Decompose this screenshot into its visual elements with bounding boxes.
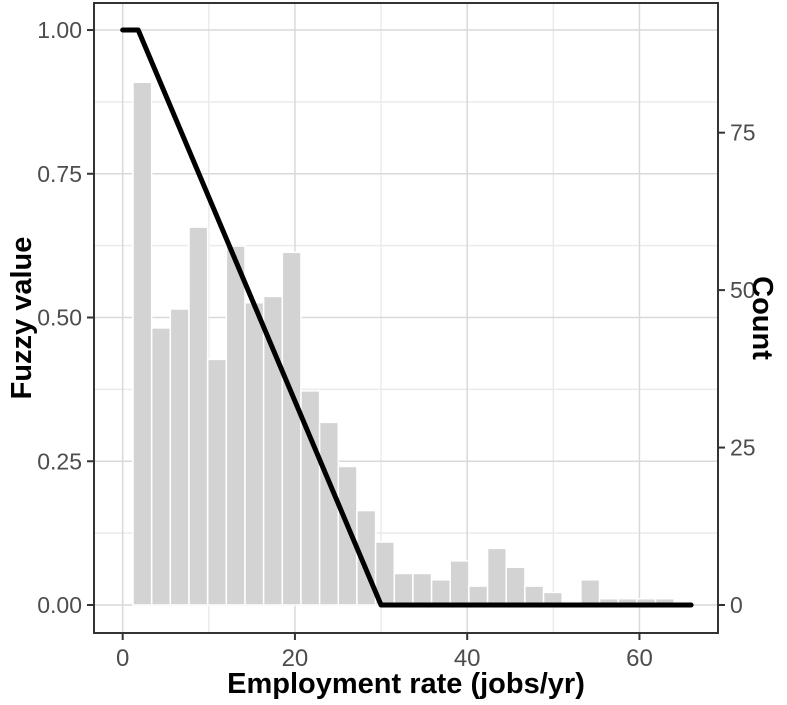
histogram-bar bbox=[150, 327, 172, 606]
histogram-bar bbox=[486, 547, 507, 606]
fuzzy-membership-line bbox=[120, 27, 694, 608]
histogram-bar bbox=[468, 585, 489, 606]
histogram-bar bbox=[318, 421, 340, 606]
x-tick-label: 40 bbox=[454, 645, 481, 672]
y-right-tick-label: 50 bbox=[730, 277, 756, 303]
y-left-tick-label: 0.50 bbox=[37, 305, 82, 331]
histogram-bar bbox=[505, 566, 526, 606]
histogram-bar bbox=[524, 585, 545, 606]
histogram-bar bbox=[393, 572, 414, 606]
histogram-bar bbox=[430, 579, 452, 606]
x-tick-label: 60 bbox=[626, 645, 653, 672]
histogram-bar bbox=[281, 251, 302, 606]
histogram-bar bbox=[244, 301, 265, 606]
histogram-bar bbox=[169, 308, 190, 606]
x-axis-title: Employment rate (jobs/yr) bbox=[227, 668, 585, 700]
histogram-bar bbox=[132, 81, 153, 606]
y-axis-title-right: Count bbox=[746, 276, 778, 360]
x-tick-label: 20 bbox=[282, 645, 309, 672]
histogram-bar bbox=[188, 226, 209, 606]
histogram-bar bbox=[206, 358, 228, 606]
histogram-bar bbox=[412, 572, 433, 606]
y-right-tick-label: 0 bbox=[730, 592, 743, 618]
y-left-tick-label: 0.00 bbox=[37, 592, 82, 618]
y-right-tick-label: 75 bbox=[730, 120, 756, 146]
y-left-tick-label: 1.00 bbox=[37, 17, 82, 43]
y-left-tick-label: 0.25 bbox=[37, 448, 82, 474]
y-right-tick-label: 25 bbox=[730, 435, 756, 461]
histogram-bar bbox=[449, 560, 470, 606]
histogram-bar bbox=[225, 245, 246, 606]
y-axis-title-left: Fuzzy value bbox=[6, 236, 38, 400]
y-left-tick-label: 0.75 bbox=[37, 161, 82, 187]
histogram-bar bbox=[580, 579, 601, 606]
x-tick-label: 0 bbox=[116, 645, 129, 672]
